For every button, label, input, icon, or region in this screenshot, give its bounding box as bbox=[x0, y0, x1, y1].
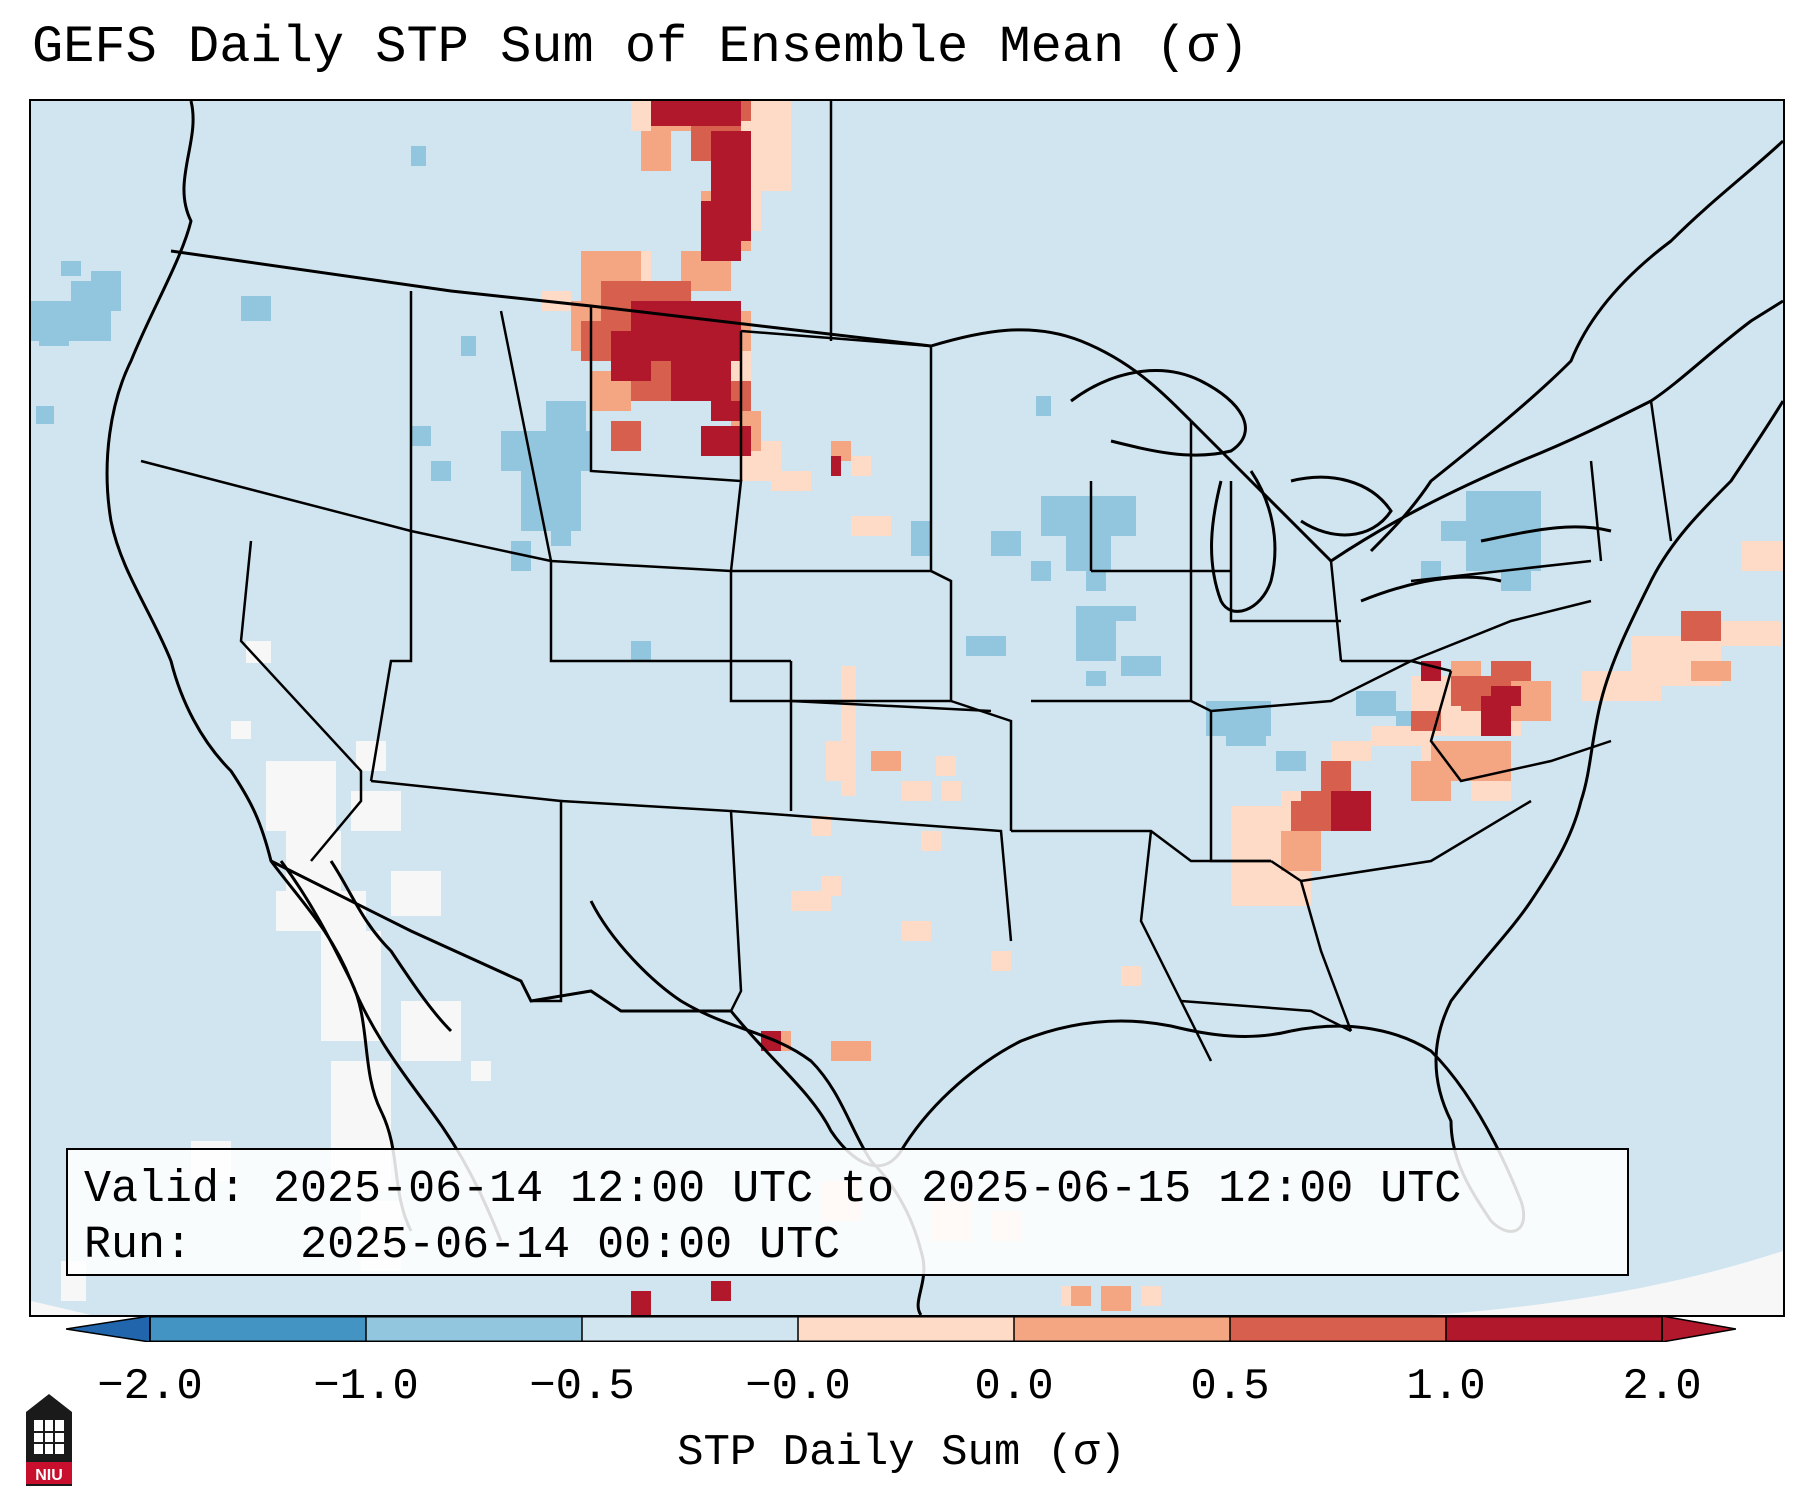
state-borders bbox=[140, 101, 1673, 1062]
logo-text: NIU bbox=[35, 1467, 63, 1484]
colorbar-tick: −0.5 bbox=[529, 1362, 635, 1412]
country-borders bbox=[170, 249, 1783, 1168]
colorbar-segment bbox=[150, 1316, 367, 1342]
map-title: GEFS Daily STP Sum of Ensemble Mean (σ) bbox=[32, 18, 1249, 77]
run-label: Run: bbox=[84, 1220, 193, 1271]
colorbar-tick: −2.0 bbox=[97, 1362, 203, 1412]
colorbar-segment bbox=[1230, 1316, 1447, 1342]
colorbar-segment bbox=[582, 1316, 799, 1342]
colorbar-tick: 0.5 bbox=[1190, 1362, 1270, 1412]
colorbar-tick: 2.0 bbox=[1622, 1362, 1702, 1412]
map-panel bbox=[29, 99, 1785, 1317]
niu-logo: NIU bbox=[26, 1394, 72, 1486]
great-lakes bbox=[1070, 369, 1612, 613]
colorbar-segment bbox=[798, 1316, 1015, 1342]
colorbar bbox=[66, 1316, 1736, 1342]
colorbar-extend-low bbox=[66, 1316, 151, 1342]
valid-label: Valid: bbox=[84, 1164, 247, 1215]
colorbar-label: STP Daily Sum (σ) bbox=[677, 1428, 1126, 1478]
valid-value: 2025-06-14 12:00 UTC to 2025-06-15 12:00… bbox=[273, 1164, 1462, 1215]
colorbar-tick: −1.0 bbox=[313, 1362, 419, 1412]
colorbar-segment bbox=[366, 1316, 583, 1342]
colorbar-extend-high bbox=[1661, 1316, 1736, 1342]
colorbar-tick: 0.0 bbox=[974, 1362, 1054, 1412]
very-high-stp-region bbox=[611, 101, 1521, 1315]
valid-time-info-box: Valid: 2025-06-14 12:00 UTC to 2025-06-1… bbox=[66, 1148, 1629, 1276]
conus-map bbox=[31, 101, 1783, 1315]
colorbar-tick: 1.0 bbox=[1406, 1362, 1486, 1412]
colorbar-segment bbox=[1446, 1316, 1663, 1342]
colorbar-segment bbox=[1014, 1316, 1231, 1342]
colorbar-tick: −0.0 bbox=[745, 1362, 851, 1412]
run-value: 2025-06-14 00:00 UTC bbox=[300, 1220, 841, 1271]
